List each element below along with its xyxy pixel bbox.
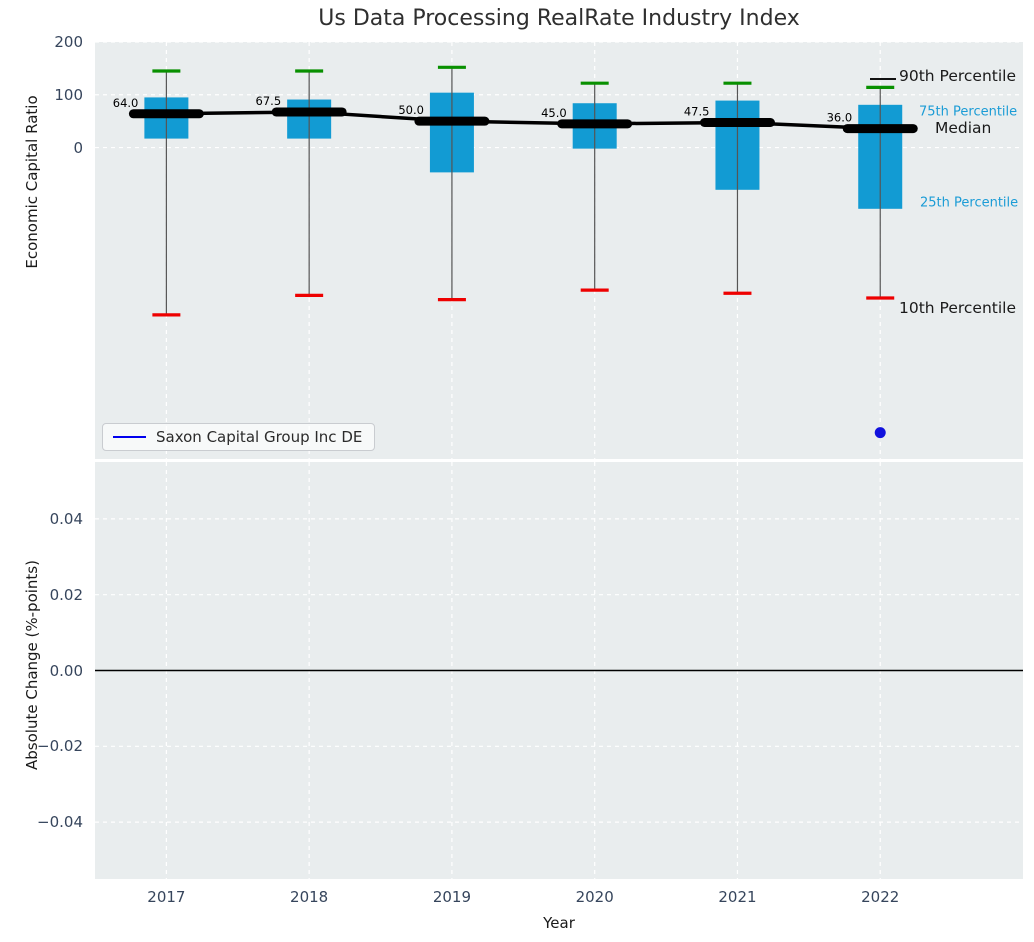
chart-title: Us Data Processing RealRate Industry Ind…: [318, 6, 799, 31]
xtick-2020: 2020: [560, 888, 630, 906]
top-axes-boxplot: 64.0 67.5 50.0 45.0 47.5 36.0 Saxon Capital G…: [95, 42, 1023, 459]
median-value-label: 36.0: [827, 111, 853, 125]
median-value-label: 67.5: [256, 94, 282, 108]
top-ytick-200: 200: [19, 33, 83, 51]
xtick-2018: 2018: [274, 888, 344, 906]
top-y-axis-label: Economic Capital Ratio: [23, 95, 41, 268]
bottom-ytick-0.04: 0.04: [19, 510, 83, 528]
bottom-axes-change: [95, 462, 1023, 879]
median-value-label: 64.0: [113, 96, 139, 110]
median-value-label: 50.0: [398, 103, 424, 117]
saxon-scatter-dot: [875, 427, 886, 438]
annotation-median: Median: [935, 119, 991, 137]
change-canvas: [95, 462, 1023, 879]
annotation-90th-percentile: 90th Percentile: [899, 67, 1016, 85]
annotation-25th-percentile: 25th Percentile: [920, 195, 1018, 210]
bottom-ytick-−0.02: −0.02: [19, 737, 83, 755]
median-value-label: 45.0: [541, 106, 567, 120]
legend-label: Saxon Capital Group Inc DE: [156, 428, 362, 446]
bottom-ytick-−0.04: −0.04: [19, 813, 83, 831]
xtick-2021: 2021: [702, 888, 772, 906]
bottom-ytick-0.02: 0.02: [19, 586, 83, 604]
legend: Saxon Capital Group Inc DE: [102, 423, 375, 451]
xtick-2019: 2019: [417, 888, 487, 906]
x-axis-label: Year: [543, 914, 575, 932]
legend-line-swatch: [113, 436, 146, 438]
bottom-ytick-0.00: 0.00: [19, 662, 83, 680]
chart-figure: Us Data Processing RealRate Industry Ind…: [0, 0, 1034, 942]
median-value-label: 47.5: [684, 104, 710, 118]
annotation-75th-percentile: 75th Percentile: [919, 105, 1017, 120]
top-ytick-0: 0: [19, 139, 83, 157]
xtick-2017: 2017: [131, 888, 201, 906]
boxplot-canvas: 64.0 67.5 50.0 45.0 47.5 36.0: [95, 42, 1023, 459]
annotation-10th-percentile: 10th Percentile: [899, 299, 1016, 317]
xtick-2022: 2022: [845, 888, 915, 906]
top-ytick-100: 100: [19, 86, 83, 104]
